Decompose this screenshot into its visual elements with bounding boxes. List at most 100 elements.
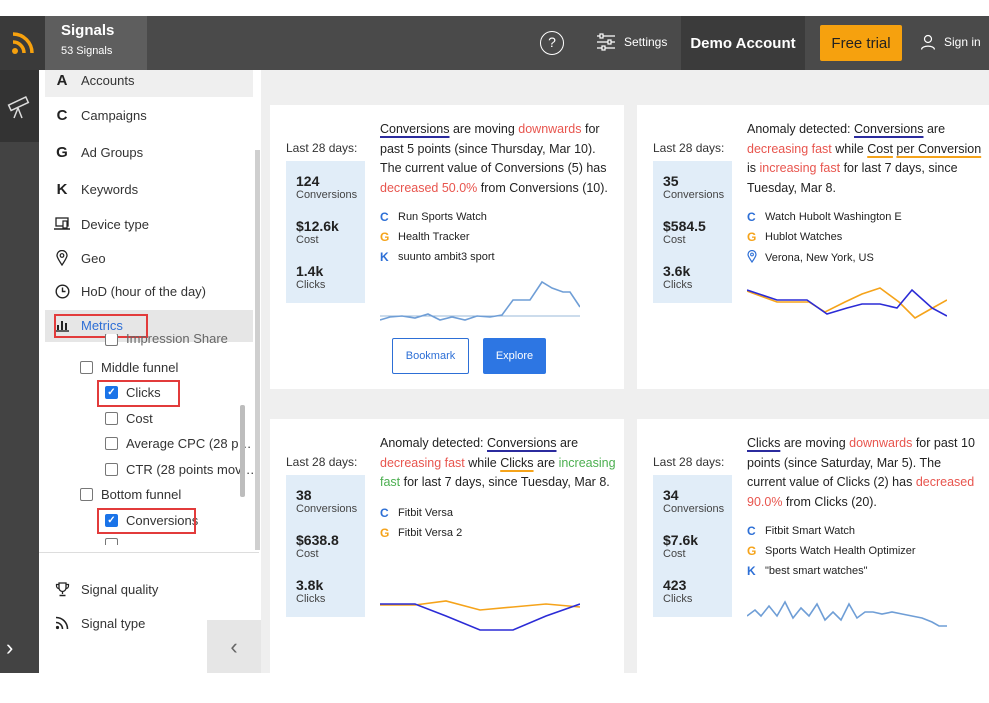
- stats-panel: 124 Conversions $12.6k Cost 1.4k Clicks: [286, 161, 365, 303]
- source-ad-group[interactable]: G Fitbit Versa 2: [380, 526, 462, 540]
- sidebar-item-metrics[interactable]: Metrics: [53, 310, 123, 340]
- signal-card[interactable]: Last 28 days: 38 Conversions $638.8 Cost…: [270, 419, 624, 703]
- stat-value: 124: [296, 173, 320, 189]
- metric-link[interactable]: Conversions: [487, 436, 557, 450]
- sidebar-item-ad-groups[interactable]: G Ad Groups: [53, 137, 143, 167]
- stat-label: Clicks: [663, 279, 693, 291]
- conversions-annotation-box: [97, 508, 196, 534]
- source-keyword[interactable]: K "best smart watches": [747, 564, 868, 578]
- ctr-checkbox[interactable]: [105, 463, 118, 476]
- sparkline-chart: [747, 287, 947, 319]
- logo[interactable]: [0, 16, 45, 70]
- collapse-sidebar-button[interactable]: ‹: [207, 620, 261, 673]
- source-campaign[interactable]: C Watch Hubolt Washington E: [747, 210, 902, 224]
- rail-explore-button[interactable]: [0, 70, 39, 142]
- sidebar-item-hod[interactable]: HoD (hour of the day): [53, 276, 206, 306]
- trend-b: increasing fast: [380, 455, 616, 490]
- help-button[interactable]: ?: [540, 31, 564, 55]
- sign-in-button[interactable]: Sign in: [920, 34, 981, 50]
- metric-link[interactable]: Cost: [867, 141, 893, 156]
- bottom-funnel-checkbox[interactable]: [80, 488, 93, 501]
- stat-value: $638.8: [296, 532, 339, 548]
- settings-button[interactable]: Settings: [596, 33, 667, 51]
- ad-group-icon: G: [747, 544, 757, 558]
- text: are: [923, 122, 946, 136]
- middle-funnel-checkbox[interactable]: [80, 361, 93, 374]
- middle-funnel-group[interactable]: Middle funnel: [80, 360, 178, 375]
- chevron-left-icon: ‹: [230, 633, 238, 659]
- trophy-icon: [53, 581, 71, 597]
- free-trial-button[interactable]: Free trial: [820, 25, 902, 61]
- signal-count: 53 Signals: [61, 45, 113, 57]
- sidebar-scrollbar[interactable]: [255, 150, 260, 550]
- metric-link[interactable]: Conversions: [854, 122, 924, 136]
- sidebar-item-geo[interactable]: Geo: [53, 243, 106, 273]
- source-campaign[interactable]: C Run Sports Watch: [380, 210, 487, 224]
- metric-ctr[interactable]: CTR (28 points mov…: [105, 462, 255, 477]
- sidebar-item-label: Device type: [81, 216, 149, 232]
- sidebar-item-label: Keywords: [81, 181, 139, 197]
- source-campaign[interactable]: C Fitbit Versa: [380, 506, 453, 520]
- stat-value: 1.4k: [296, 263, 324, 279]
- metric-average-cpc[interactable]: Average CPC (28 p…: [105, 436, 252, 451]
- text: Anomaly detected:: [380, 436, 488, 450]
- metric-link[interactable]: Clicks: [500, 455, 534, 470]
- stat-label: Conversions: [296, 189, 358, 201]
- source-label: Fitbit Versa 2: [398, 527, 463, 539]
- user-icon: [920, 34, 936, 50]
- explore-button[interactable]: Explore: [483, 338, 546, 374]
- keywords-glyph-icon: K: [56, 180, 68, 198]
- signal-card[interactable]: Last 28 days: 34 Conversions $7.6k Cost …: [637, 419, 989, 703]
- sidebar-item-label: Geo: [81, 250, 106, 266]
- metric-link[interactable]: Conversions: [380, 122, 450, 136]
- sparkline-chart: [380, 280, 580, 321]
- source-label: Sports Watch Health Optimizer: [765, 545, 916, 557]
- cost-checkbox[interactable]: [105, 412, 118, 425]
- left-rail: ›: [0, 70, 39, 673]
- bottom-funnel-group[interactable]: Bottom funnel: [80, 487, 181, 502]
- conversions-checkbox[interactable]: ✓: [105, 514, 118, 527]
- trend-b: increasing fast: [759, 161, 841, 175]
- source-ad-group[interactable]: G Sports Watch Health Optimizer: [747, 544, 916, 558]
- app-title: Signals: [61, 22, 115, 39]
- sidebar-item-signal-type[interactable]: Signal type: [53, 608, 145, 638]
- period-label: Last 28 days:: [286, 455, 358, 469]
- source-label: Fitbit Smart Watch: [765, 525, 856, 537]
- partial-list-item: Impression Share: [105, 334, 228, 346]
- app-title-block[interactable]: Signals 53 Signals: [45, 16, 147, 70]
- metric-clicks[interactable]: ✓ Clicks: [105, 385, 161, 400]
- account-switcher[interactable]: Demo Account: [681, 16, 805, 70]
- text: for past 5 points (since Thursday, Mar 1…: [380, 122, 607, 175]
- clicks-checkbox[interactable]: ✓: [105, 386, 118, 399]
- average-cpc-checkbox[interactable]: [105, 437, 118, 450]
- bottom-margin: [0, 673, 989, 687]
- signal-card[interactable]: Last 28 days: 35 Conversions $584.5 Cost…: [637, 105, 989, 389]
- period-label: Last 28 days:: [286, 141, 358, 155]
- bookmark-button[interactable]: Bookmark: [392, 338, 469, 374]
- source-ad-group[interactable]: G Health Tracker: [380, 230, 470, 244]
- rss-icon: [53, 616, 71, 630]
- metric-label: Cost: [126, 411, 153, 426]
- metric-cost[interactable]: Cost: [105, 411, 153, 426]
- sidebar-item-device-type[interactable]: Device type: [53, 209, 149, 239]
- metric-link[interactable]: Clicks: [747, 436, 781, 450]
- metric-link[interactable]: per Conversion: [896, 141, 982, 156]
- partial-checkbox: [105, 334, 118, 346]
- source-ad-group[interactable]: G Hublot Watches: [747, 230, 842, 244]
- source-campaign[interactable]: C Fitbit Smart Watch: [747, 524, 855, 538]
- source-label: Watch Hubolt Washington E: [765, 211, 902, 223]
- metric-conversions[interactable]: ✓ Conversions: [105, 513, 198, 528]
- sidebar-item-keywords[interactable]: K Keywords: [53, 174, 139, 204]
- keyword-icon: K: [747, 564, 756, 578]
- expand-rail-icon[interactable]: ›: [6, 635, 14, 660]
- sidebar-item-campaigns[interactable]: C Campaigns: [53, 100, 147, 130]
- source-geo[interactable]: Verona, New York, US: [747, 249, 874, 266]
- sidebar-item-accounts[interactable]: A Accounts: [53, 70, 135, 95]
- text: is: [747, 161, 760, 175]
- signal-card[interactable]: Last 28 days: 124 Conversions $12.6k Cos…: [270, 105, 624, 389]
- sidebar-item-signal-quality[interactable]: Signal quality: [53, 574, 158, 604]
- text: from Conversions (10).: [477, 180, 608, 195]
- sidebar-item-label: Ad Groups: [81, 144, 144, 160]
- list-scrollbar[interactable]: [240, 405, 245, 497]
